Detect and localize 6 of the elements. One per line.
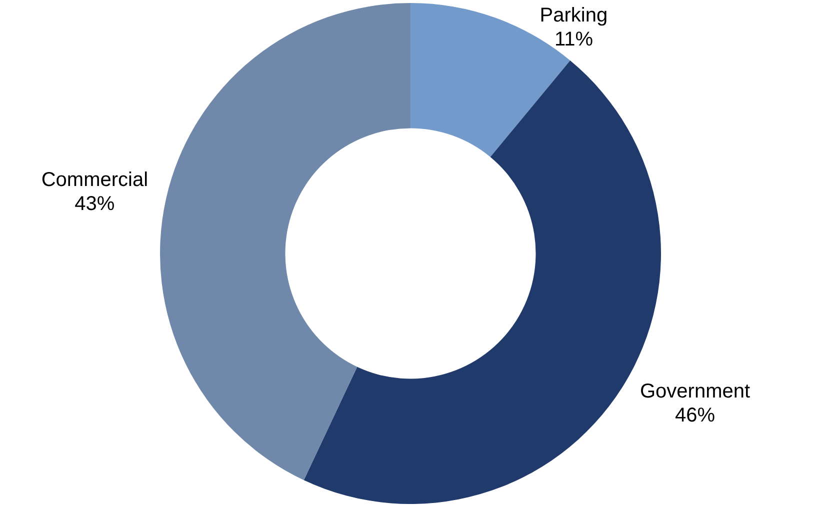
slice-label: Commercial xyxy=(41,168,148,191)
data-label: 43% xyxy=(74,192,115,215)
slice-label: Government xyxy=(640,380,750,402)
data-label: 11% xyxy=(554,28,594,51)
data-label: 46% xyxy=(675,404,716,426)
slice-label: Parking xyxy=(540,4,608,27)
